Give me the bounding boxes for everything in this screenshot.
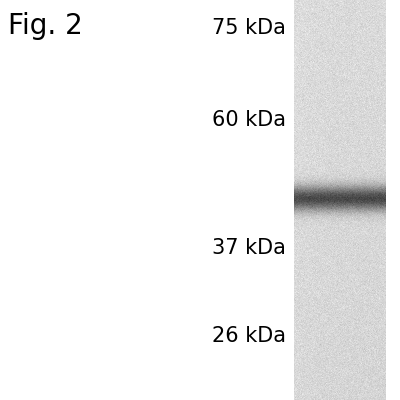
Text: 26 kDa: 26 kDa [212, 326, 286, 346]
Text: Fig. 2: Fig. 2 [8, 12, 83, 40]
Text: 75 kDa: 75 kDa [212, 18, 286, 38]
Text: 60 kDa: 60 kDa [212, 110, 286, 130]
Text: 37 kDa: 37 kDa [212, 238, 286, 258]
